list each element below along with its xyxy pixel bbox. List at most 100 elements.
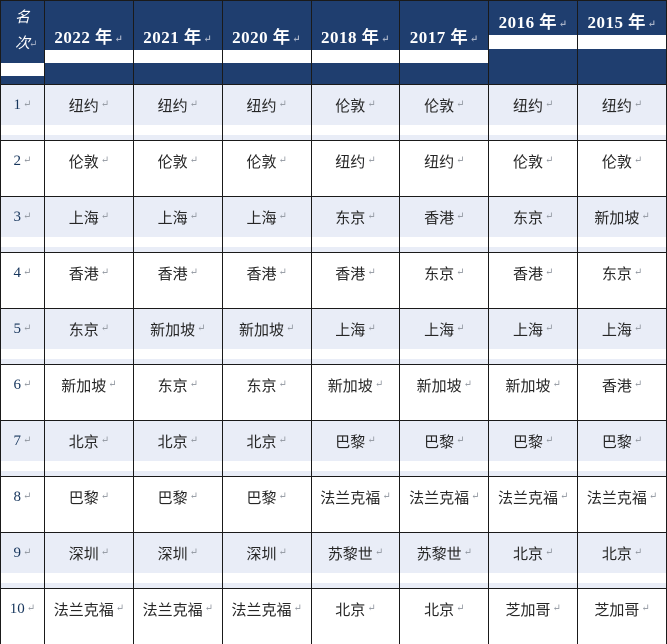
city-cell[interactable]: 北京 ↵ <box>400 589 490 644</box>
city-cell[interactable]: 北京 ↵ <box>311 589 401 644</box>
city-cell[interactable]: 巴黎 ↵ <box>133 477 223 532</box>
rank-cell[interactable]: 5 ↵ <box>1 309 45 364</box>
city-cell[interactable]: 伦敦 ↵ <box>489 141 579 196</box>
header-year-2016[interactable]: 2016 年 ↵ <box>489 1 579 84</box>
city-cell[interactable]: 伦敦 ↵ <box>133 141 223 196</box>
city-cell[interactable]: 新加坡 ↵ <box>311 365 401 420</box>
city-cell[interactable]: 苏黎世 ↵ <box>311 533 401 588</box>
rank-cell[interactable]: 9 ↵ <box>1 533 45 588</box>
city-cell[interactable]: 北京 ↵ <box>133 421 223 476</box>
header-year-2017[interactable]: 2017 年 ↵ <box>400 1 490 84</box>
city-cell[interactable]: 法兰克福 ↵ <box>311 477 401 532</box>
city-cell[interactable]: 巴黎 ↵ <box>400 421 490 476</box>
city-cell[interactable]: 上海 ↵ <box>133 197 223 252</box>
city-cell[interactable]: 新加坡 ↵ <box>400 365 490 420</box>
city-cell[interactable]: 巴黎 ↵ <box>578 421 667 476</box>
cell-gap-tint <box>45 359 133 364</box>
city-cell[interactable]: 上海 ↵ <box>400 309 490 364</box>
city-cell[interactable]: 北京 ↵ <box>45 421 134 476</box>
city-cell[interactable]: 东京 ↵ <box>489 197 579 252</box>
city-cell[interactable]: 伦敦 ↵ <box>578 141 667 196</box>
city-cell[interactable]: 新加坡 ↵ <box>45 365 134 420</box>
rank-cell[interactable]: 7 ↵ <box>1 421 45 476</box>
header-year-2021[interactable]: 2021 年 ↵ <box>133 1 223 84</box>
city-cell[interactable]: 伦敦 ↵ <box>222 141 312 196</box>
city-cell[interactable]: 香港 ↵ <box>489 253 579 308</box>
header-year-2015[interactable]: 2015 年 ↵ <box>578 1 667 84</box>
paragraph-mark: ↵ <box>23 434 32 446</box>
city-cell[interactable]: 芝加哥 ↵ <box>489 589 579 644</box>
city-cell[interactable]: 新加坡 ↵ <box>133 309 223 364</box>
cell-gap-tint <box>222 415 311 420</box>
city-cell[interactable]: 北京 ↵ <box>578 533 667 588</box>
cell-gap <box>45 405 133 415</box>
city-cell[interactable]: 北京 ↵ <box>222 421 312 476</box>
rank-cell[interactable]: 4 ↵ <box>1 253 45 308</box>
rank-cell[interactable]: 8 ↵ <box>1 477 45 532</box>
city-cell[interactable]: 深圳 ↵ <box>133 533 223 588</box>
city-cell[interactable]: 香港 ↵ <box>133 253 223 308</box>
city-cell[interactable]: 香港 ↵ <box>578 365 667 420</box>
city-cell[interactable]: 芝加哥 ↵ <box>578 589 667 644</box>
cell-gap <box>45 517 133 527</box>
city-cell[interactable]: 深圳 ↵ <box>45 533 134 588</box>
city-cell[interactable]: 深圳 ↵ <box>222 533 312 588</box>
city-cell[interactable]: 新加坡 ↵ <box>222 309 312 364</box>
city-cell[interactable]: 纽约 ↵ <box>222 85 312 140</box>
city-cell[interactable]: 香港 ↵ <box>222 253 312 308</box>
rank-cell[interactable]: 1 ↵ <box>1 85 45 140</box>
city-cell[interactable]: 法兰克福 ↵ <box>489 477 579 532</box>
city-cell[interactable]: 苏黎世 ↵ <box>400 533 490 588</box>
rank-cell[interactable]: 2 ↵ <box>1 141 45 196</box>
city-cell[interactable]: 法兰克福 ↵ <box>222 589 312 644</box>
city-cell[interactable]: 巴黎 ↵ <box>311 421 401 476</box>
city-cell[interactable]: 东京 ↵ <box>222 365 312 420</box>
city-cell[interactable]: 东京 ↵ <box>45 309 134 364</box>
city-cell[interactable]: 北京 ↵ <box>489 533 579 588</box>
header-year-2022[interactable]: 2022 年 ↵ <box>45 1 134 84</box>
city-cell[interactable]: 伦敦 ↵ <box>311 85 401 140</box>
city-cell[interactable]: 香港 ↵ <box>400 197 490 252</box>
city-cell[interactable]: 上海 ↵ <box>311 309 401 364</box>
city-cell[interactable]: 巴黎 ↵ <box>489 421 579 476</box>
city-cell[interactable]: 巴黎 ↵ <box>45 477 134 532</box>
city-cell[interactable]: 东京 ↵ <box>133 365 223 420</box>
cell-gap <box>133 237 222 247</box>
city-cell[interactable]: 纽约 ↵ <box>400 141 490 196</box>
city-cell[interactable]: 纽约 ↵ <box>489 85 579 140</box>
city-cell[interactable]: 纽约 ↵ <box>578 85 667 140</box>
city-cell[interactable]: 法兰克福 ↵ <box>45 589 134 644</box>
city-cell[interactable]: 上海 ↵ <box>489 309 579 364</box>
city-cell[interactable]: 上海 ↵ <box>578 309 667 364</box>
cell-gap-tint <box>578 583 667 588</box>
city-cell[interactable]: 纽约 ↵ <box>45 85 134 140</box>
city-cell[interactable]: 纽约 ↵ <box>133 85 223 140</box>
city-cell[interactable]: 法兰克福 ↵ <box>400 477 490 532</box>
city-cell[interactable]: 巴黎 ↵ <box>222 477 312 532</box>
city-cell[interactable]: 伦敦 ↵ <box>45 141 134 196</box>
city-cell[interactable]: 东京 ↵ <box>311 197 401 252</box>
rank-cell[interactable]: 6 ↵ <box>1 365 45 420</box>
paragraph-mark: ↵ <box>545 154 554 166</box>
city-cell[interactable]: 上海 ↵ <box>222 197 312 252</box>
city-cell[interactable]: 伦敦 ↵ <box>400 85 490 140</box>
city-cell[interactable]: 东京 ↵ <box>578 253 667 308</box>
rank-cell[interactable]: 3 ↵ <box>1 197 45 252</box>
city-cell[interactable]: 新加坡 ↵ <box>578 197 667 252</box>
city-cell[interactable]: 香港 ↵ <box>311 253 401 308</box>
city-cell[interactable]: 上海 ↵ <box>45 197 134 252</box>
city-cell[interactable]: 法兰克福 ↵ <box>578 477 667 532</box>
cell-gap-tint <box>311 415 400 420</box>
city-cell[interactable]: 东京 ↵ <box>400 253 490 308</box>
cell-gap <box>311 237 400 247</box>
city-cell[interactable]: 香港 ↵ <box>45 253 134 308</box>
city-cell[interactable]: 新加坡 ↵ <box>489 365 579 420</box>
cell-gap <box>400 237 489 247</box>
rank-cell[interactable]: 10 ↵ <box>1 589 45 644</box>
city-cell[interactable]: 法兰克福 ↵ <box>133 589 223 644</box>
header-year-2020[interactable]: 2020 年 ↵ <box>222 1 312 84</box>
header-year-2018[interactable]: 2018 年 ↵ <box>311 1 401 84</box>
header-rank[interactable]: 名次 ↵ <box>1 1 45 84</box>
paragraph-mark: ↵ <box>278 266 287 278</box>
city-cell[interactable]: 纽约 ↵ <box>311 141 401 196</box>
